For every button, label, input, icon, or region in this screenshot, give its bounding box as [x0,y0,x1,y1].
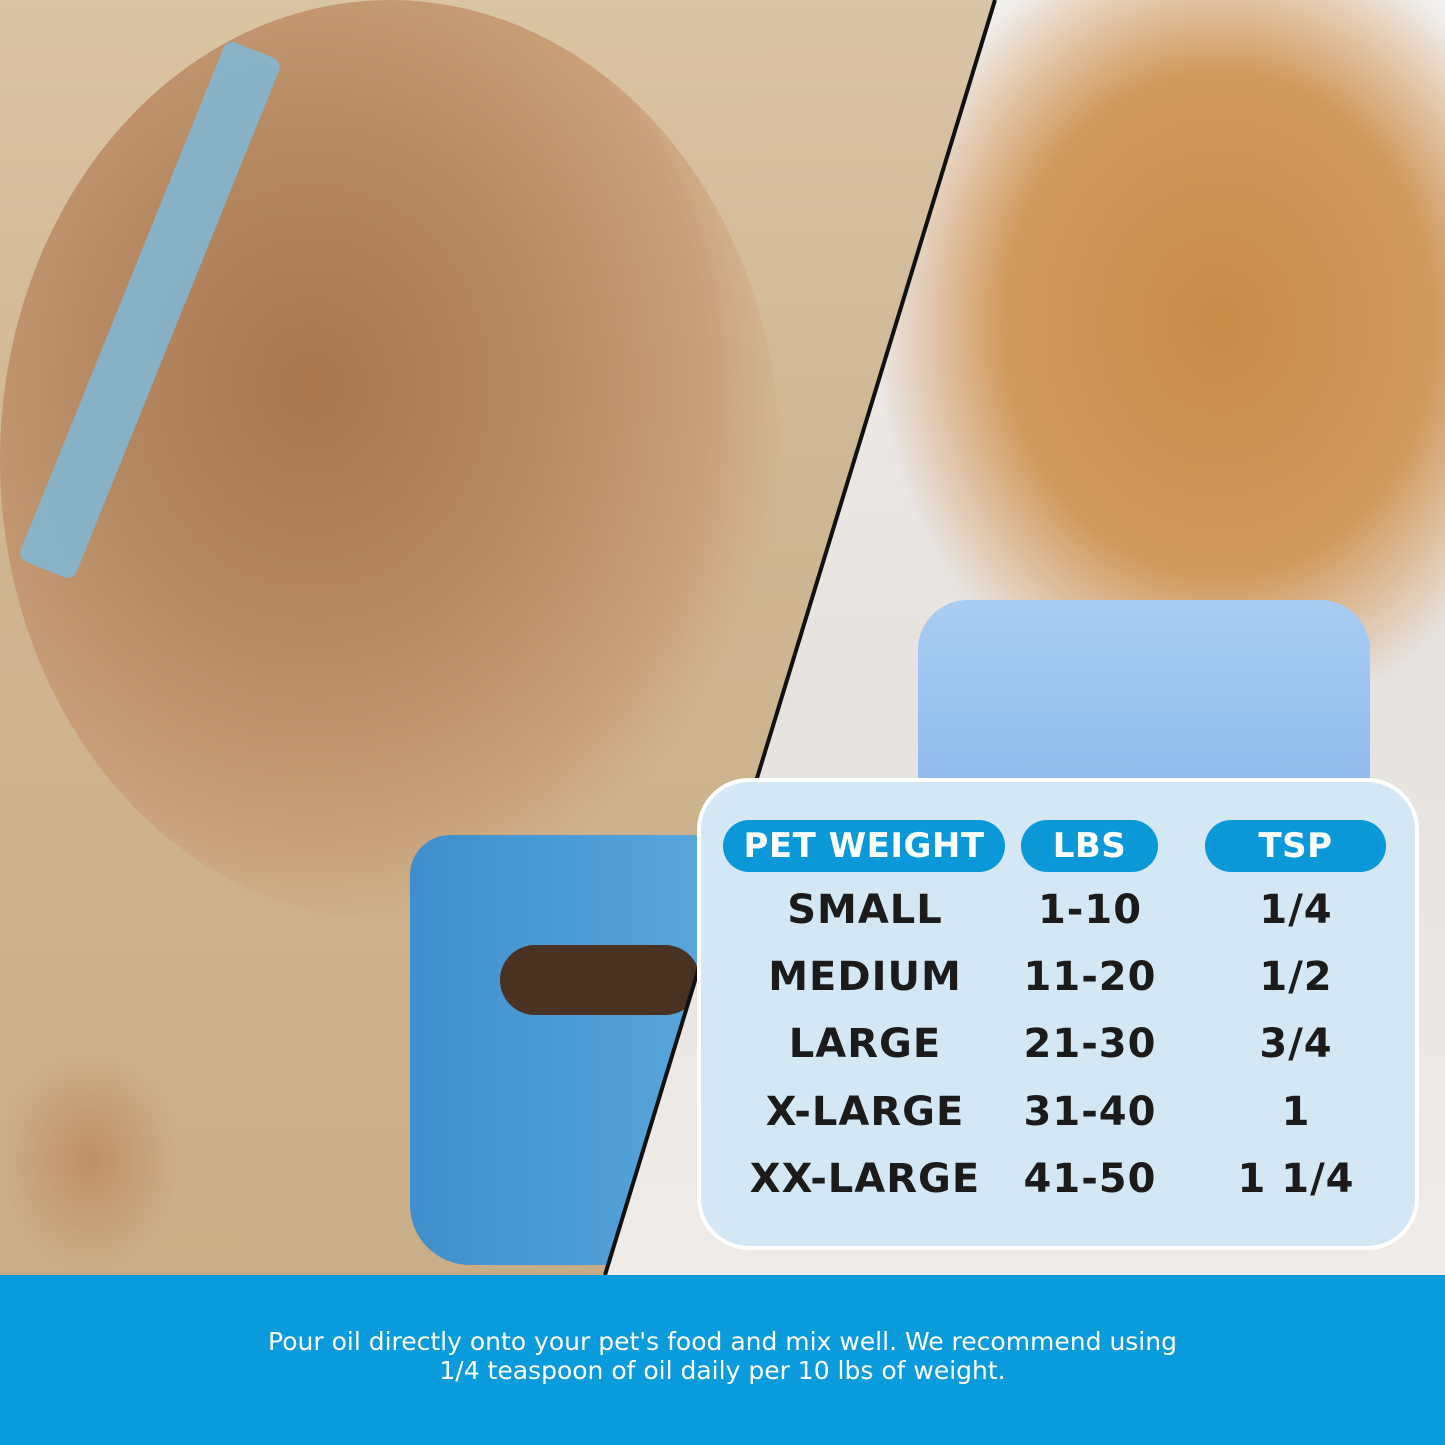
dosage-table: PET WEIGHT LBS TSP SMALL 1-10 1/4 MEDIUM… [697,778,1419,1250]
header-lbs: LBS [1021,820,1158,872]
size-cell: MEDIUM [768,954,962,1000]
lbs-cell: 1-10 [1037,887,1143,933]
cat-bowl [918,600,1370,780]
instructions-line-1: Pour oil directly onto your pet's food a… [268,1327,1177,1356]
tsp-cell: 1/4 [1259,887,1333,933]
tsp-cell: 1 1/4 [1237,1156,1355,1202]
lbs-cell: 41-50 [1023,1156,1157,1202]
header-pet-weight: PET WEIGHT [723,820,1005,872]
instructions-banner: Pour oil directly onto your pet's food a… [0,1275,1445,1445]
size-cell: SMALL [787,887,943,933]
size-cell: LARGE [788,1021,942,1067]
header-tsp: TSP [1205,820,1386,872]
instructions-line-2: 1/4 teaspoon of oil daily per 10 lbs of … [439,1356,1006,1385]
tsp-cell: 1 [1281,1089,1311,1135]
tsp-cell: 3/4 [1259,1021,1333,1067]
lbs-cell: 11-20 [1023,954,1157,1000]
dog-food [500,945,700,1015]
lbs-cell: 21-30 [1023,1021,1157,1067]
tsp-cell: 1/2 [1259,954,1333,1000]
instructions-text: Pour oil directly onto your pet's food a… [0,1327,1445,1385]
size-cell: X-LARGE [765,1089,965,1135]
dog-paw [0,1050,180,1270]
size-cell: XX-LARGE [749,1156,981,1202]
lbs-cell: 31-40 [1023,1089,1157,1135]
